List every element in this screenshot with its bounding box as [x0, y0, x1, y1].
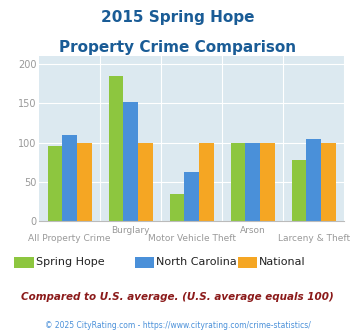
Bar — [109, 76, 123, 221]
Text: © 2025 CityRating.com - https://www.cityrating.com/crime-statistics/: © 2025 CityRating.com - https://www.city… — [45, 321, 310, 330]
Text: Compared to U.S. average. (U.S. average equals 100): Compared to U.S. average. (U.S. average … — [21, 292, 334, 302]
Text: North Carolina: North Carolina — [156, 257, 237, 267]
Bar — [199, 143, 214, 221]
Text: 2015 Spring Hope: 2015 Spring Hope — [101, 10, 254, 25]
Text: Larceny & Theft: Larceny & Theft — [278, 234, 350, 243]
Bar — [123, 102, 138, 221]
Bar — [231, 143, 245, 221]
Bar — [260, 143, 275, 221]
Text: Arson: Arson — [240, 226, 266, 235]
Bar — [62, 135, 77, 221]
Bar — [48, 147, 62, 221]
Bar — [306, 139, 321, 221]
Text: Burglary: Burglary — [111, 226, 150, 235]
Bar — [321, 143, 336, 221]
Text: Property Crime Comparison: Property Crime Comparison — [59, 40, 296, 54]
Bar — [292, 160, 306, 221]
Text: Spring Hope: Spring Hope — [36, 257, 104, 267]
Text: All Property Crime: All Property Crime — [28, 234, 111, 243]
Bar — [77, 143, 92, 221]
Text: National: National — [259, 257, 306, 267]
Bar — [138, 143, 153, 221]
Bar — [245, 143, 260, 221]
Text: Motor Vehicle Theft: Motor Vehicle Theft — [148, 234, 236, 243]
Bar — [184, 172, 199, 221]
Bar — [170, 194, 184, 221]
